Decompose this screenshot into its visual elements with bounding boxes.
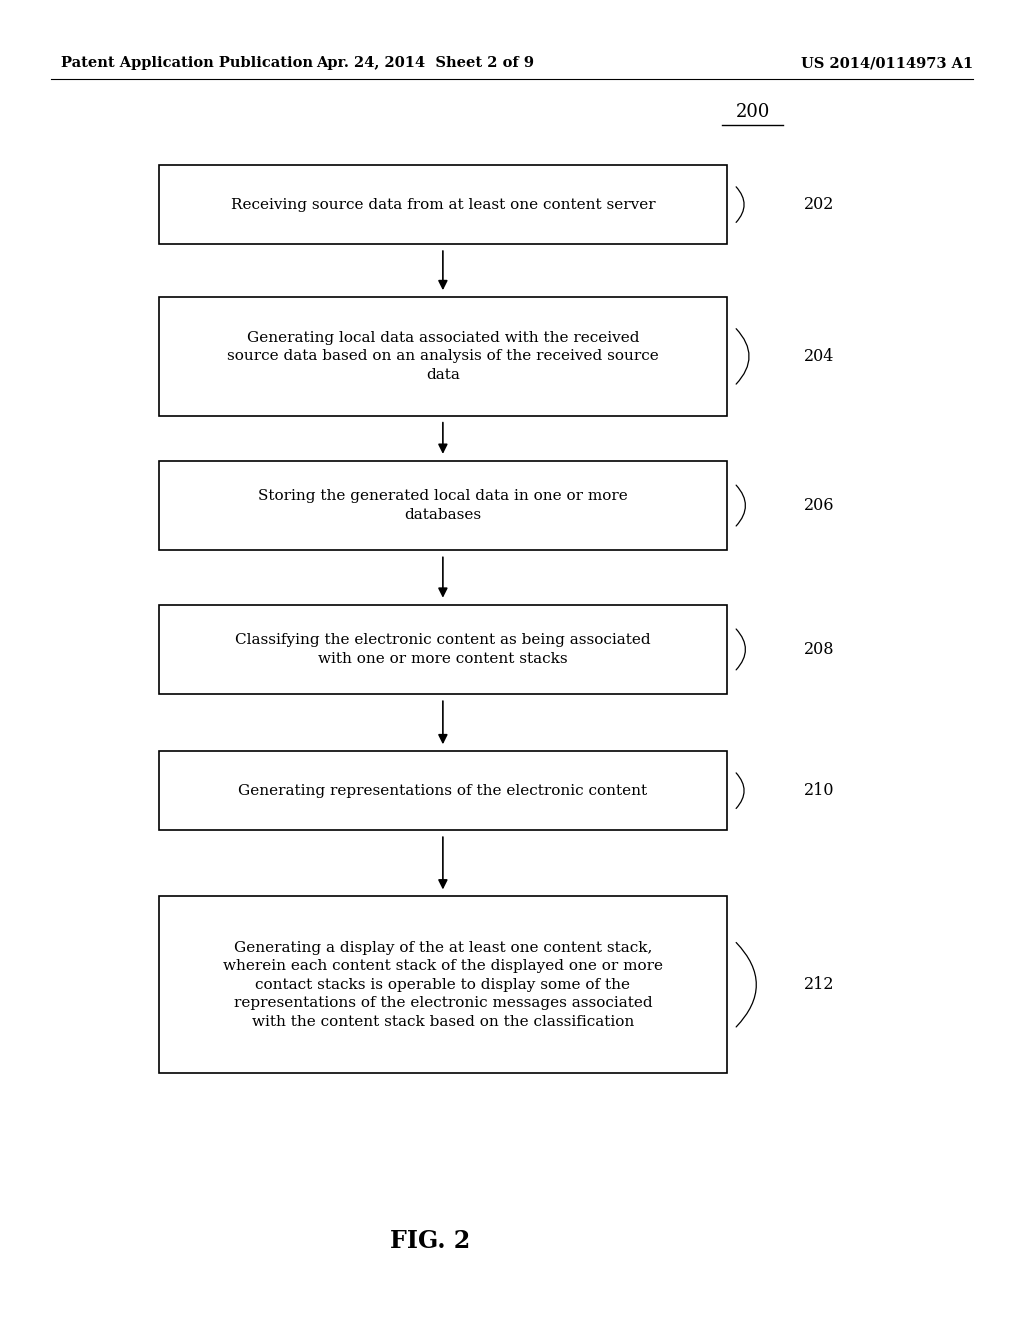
Text: 212: 212 [804,977,835,993]
Bar [159,461,727,550]
Bar [159,165,727,244]
Text: 204: 204 [804,348,835,364]
Text: 208: 208 [804,642,835,657]
Text: Receiving source data from at least one content server: Receiving source data from at least one … [230,198,655,211]
Bar [159,605,727,694]
Text: Generating local data associated with the received
source data based on an analy: Generating local data associated with th… [227,331,658,381]
Text: Classifying the electronic content as being associated
with one or more content : Classifying the electronic content as be… [236,634,650,665]
Text: Generating representations of the electronic content: Generating representations of the electr… [239,784,647,797]
Text: 206: 206 [804,498,835,513]
Bar [159,751,727,830]
Text: Patent Application Publication: Patent Application Publication [61,57,313,70]
Text: Storing the generated local data in one or more
databases: Storing the generated local data in one … [258,490,628,521]
Text: FIG. 2: FIG. 2 [390,1229,470,1253]
Text: 200: 200 [735,103,770,121]
Bar [159,297,727,416]
Bar [159,896,727,1073]
Text: 202: 202 [804,197,835,213]
Text: Generating a display of the at least one content stack,
wherein each content sta: Generating a display of the at least one… [223,941,663,1028]
Text: 210: 210 [804,783,835,799]
Text: Apr. 24, 2014  Sheet 2 of 9: Apr. 24, 2014 Sheet 2 of 9 [316,57,534,70]
Text: US 2014/0114973 A1: US 2014/0114973 A1 [801,57,973,70]
